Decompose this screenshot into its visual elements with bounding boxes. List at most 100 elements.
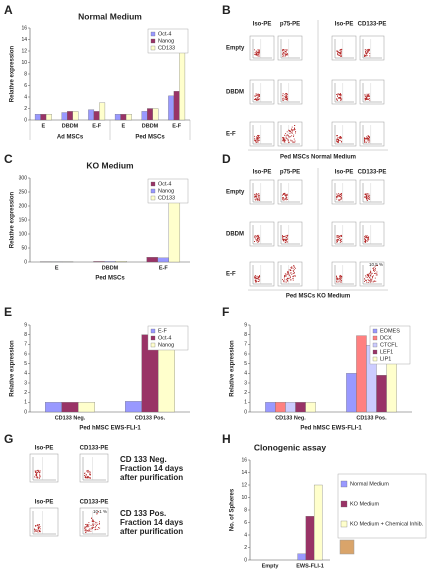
flow-dot	[287, 272, 289, 274]
flow-dot	[340, 192, 342, 194]
legend-swatch	[372, 349, 378, 355]
flow-dot	[283, 99, 284, 101]
flow-dot	[93, 521, 95, 523]
flow-dot	[368, 95, 370, 96]
flow-dot	[367, 99, 369, 101]
flow-dot	[366, 195, 368, 197]
flow-dot	[92, 520, 94, 522]
bar	[346, 373, 357, 413]
legend-swatch	[150, 342, 156, 348]
flow-dot	[336, 281, 338, 283]
flow-dot	[286, 93, 287, 94]
y-tick-label: 14	[241, 470, 247, 476]
flow-dot	[284, 139, 286, 141]
column-header: p75-PE	[280, 22, 300, 28]
flow-dot	[259, 137, 261, 139]
flow-dot	[338, 194, 340, 196]
flow-dot	[287, 98, 288, 99]
flow-dot	[338, 137, 340, 139]
flow-dot	[286, 241, 288, 243]
flow-dot	[365, 237, 367, 239]
flow-dot	[36, 470, 38, 472]
flow-dot	[368, 236, 370, 238]
flow-dot	[283, 238, 285, 240]
flow-dot	[338, 278, 340, 280]
flow-dot	[257, 54, 259, 56]
flow-dot	[364, 137, 366, 139]
flow-dot	[282, 53, 284, 54]
flow-dot	[283, 280, 284, 282]
flow-dot	[367, 237, 369, 239]
flow-dot	[285, 237, 287, 239]
flow-dot	[39, 477, 40, 479]
flow-dot	[337, 195, 339, 196]
flow-dot	[341, 198, 343, 200]
flow-dot	[341, 241, 343, 243]
legend-label: E-F	[158, 328, 168, 334]
flow-dot	[366, 138, 368, 140]
flow-dot	[294, 125, 295, 126]
flow-dot	[336, 139, 338, 140]
flow-dot	[85, 528, 87, 530]
flow-dot	[293, 269, 295, 271]
x-tick-label: DBDM	[102, 265, 119, 271]
flow-dot	[90, 473, 91, 475]
flow-dot	[284, 139, 286, 141]
flow-dot	[282, 50, 284, 52]
flow-dot	[338, 94, 340, 96]
flow-dot	[341, 140, 343, 142]
fraction-text: Fraction 14 days	[120, 518, 184, 527]
flow-dot	[340, 275, 342, 277]
flow-dot	[340, 51, 341, 53]
flow-dot	[256, 141, 258, 143]
panel-letter: A	[4, 3, 13, 17]
flow-dot	[88, 530, 90, 532]
flow-dot	[84, 526, 86, 528]
caption: Ped MSCs KO Medium	[286, 294, 350, 300]
y-tick-label: 3	[244, 380, 247, 386]
flow-dot	[336, 93, 337, 95]
flow-dot	[336, 196, 338, 198]
flow-dot	[37, 531, 39, 533]
flow-dot	[340, 98, 342, 100]
flow-dot	[256, 138, 258, 140]
flow-dot	[337, 51, 339, 53]
flow-dot	[369, 97, 371, 99]
flow-dot	[370, 279, 372, 281]
flow-dot	[366, 97, 367, 99]
flow-dot	[255, 95, 257, 97]
flow-dot	[254, 196, 256, 198]
flow-dot	[37, 528, 39, 530]
flow-dot	[290, 279, 292, 281]
flow-dot	[365, 241, 366, 243]
flow-dot	[364, 138, 365, 140]
flow-dot	[254, 276, 255, 278]
legend-label: CD133	[158, 195, 175, 201]
flow-dot	[36, 529, 38, 531]
flow-dot	[94, 523, 96, 525]
flow-dot	[367, 239, 369, 241]
flow-dots	[336, 234, 343, 243]
flow-dot	[99, 527, 101, 529]
flow-dot	[290, 139, 292, 141]
flow-dot	[338, 97, 340, 99]
flow-dot	[286, 235, 288, 236]
flow-dot	[34, 529, 36, 531]
legend-label: Nanog	[158, 38, 174, 44]
flow-dot	[255, 52, 257, 54]
flow-dot	[289, 132, 291, 134]
flow-plot	[277, 35, 303, 61]
flow-dot	[290, 128, 292, 130]
flow-dot	[291, 132, 293, 134]
y-tick-label: 0	[24, 409, 27, 415]
flow-dot	[283, 236, 285, 238]
flow-dot	[255, 280, 257, 282]
flow-dot	[34, 474, 36, 476]
flow-dot	[34, 471, 36, 473]
flow-dot	[338, 141, 340, 143]
flow-dot	[376, 273, 378, 275]
flow-dot	[341, 235, 343, 237]
flow-dot	[292, 132, 293, 134]
flow-dot	[339, 55, 341, 57]
legend-swatch	[372, 342, 378, 348]
